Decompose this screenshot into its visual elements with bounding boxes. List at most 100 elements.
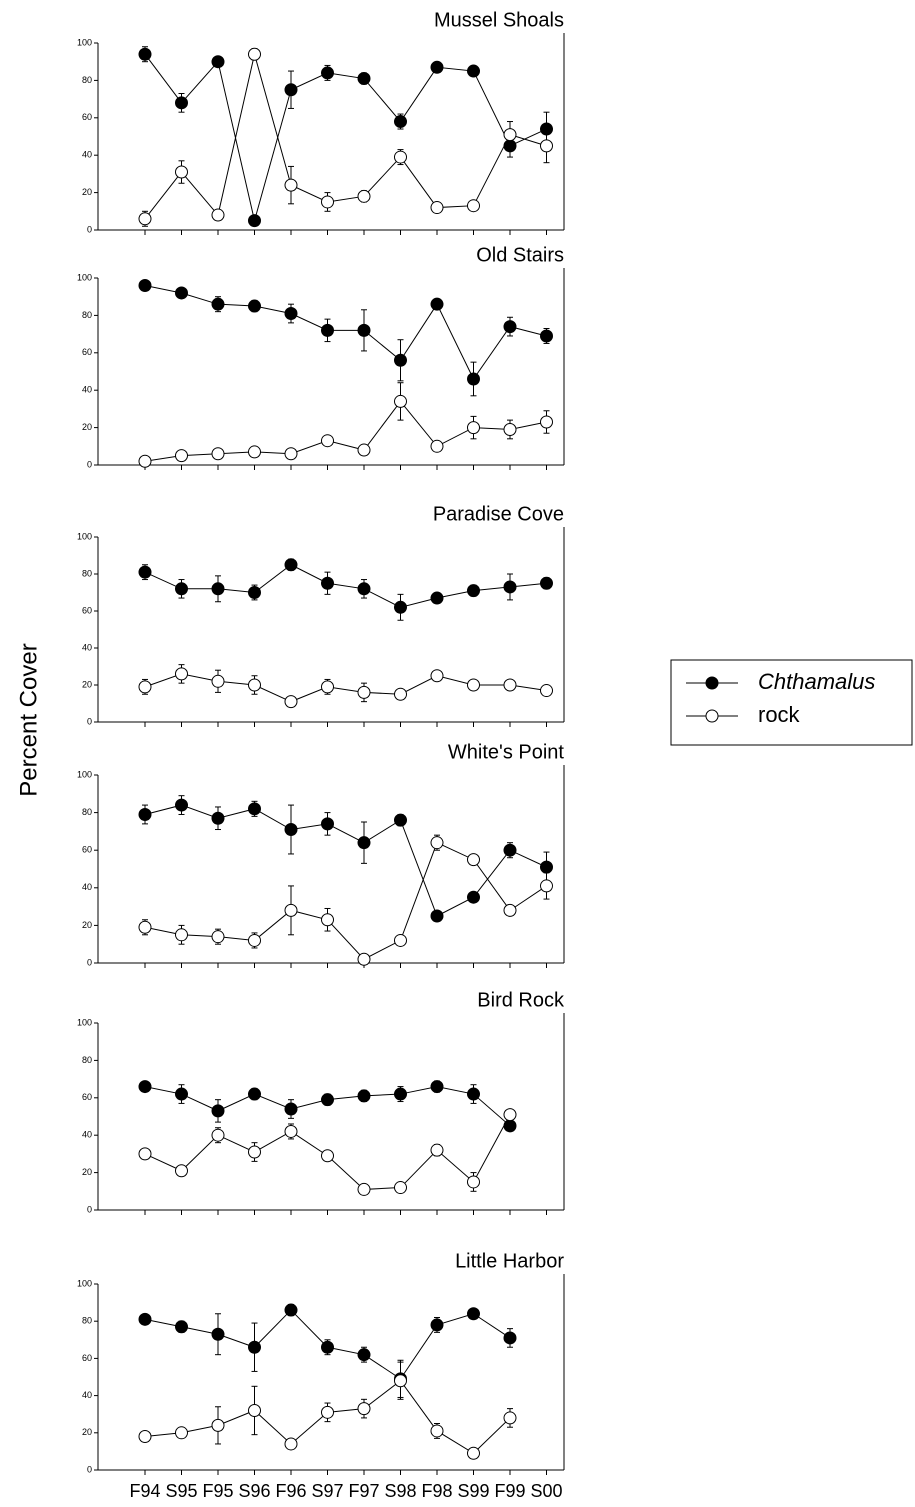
x-tick-label: S99 [457, 1481, 489, 1501]
marker [175, 582, 188, 596]
y-tick-label: 100 [77, 1017, 92, 1027]
marker [138, 1080, 152, 1094]
marker [211, 811, 225, 825]
marker [321, 1093, 334, 1107]
marker [357, 189, 371, 203]
marker [430, 439, 444, 453]
panel-title: Paradise Cove [433, 503, 564, 525]
y-tick-label: 0 [87, 1464, 92, 1474]
marker [394, 115, 407, 129]
marker [138, 1430, 152, 1444]
marker [211, 1104, 225, 1118]
marker [357, 582, 371, 596]
y-tick-label: 40 [82, 150, 92, 160]
panel-title: White's Point [448, 741, 565, 763]
marker [394, 600, 407, 614]
marker [138, 454, 152, 468]
marker [321, 1149, 334, 1163]
series-line [144, 841, 547, 960]
x-tick-label: F96 [275, 1481, 306, 1501]
marker [503, 1119, 517, 1133]
y-tick-label: 80 [82, 807, 92, 817]
marker [211, 930, 225, 944]
marker [138, 47, 152, 61]
marker [503, 422, 517, 436]
y-tick-label: 20 [82, 422, 92, 432]
legend-label: rock [758, 702, 801, 727]
x-tick-label: S97 [311, 1481, 343, 1501]
y-tick-label: 80 [82, 1055, 92, 1065]
marker [357, 1402, 371, 1416]
marker [321, 576, 334, 590]
marker [248, 933, 261, 947]
series-line [144, 564, 547, 608]
y-tick-label: 40 [82, 385, 92, 395]
marker [540, 139, 553, 153]
marker [467, 1307, 480, 1321]
marker [138, 807, 152, 821]
marker [138, 212, 152, 226]
y-tick-label: 100 [77, 1278, 92, 1288]
marker [467, 1087, 480, 1101]
marker [211, 208, 225, 222]
marker [211, 582, 225, 596]
y-tick-label: 60 [82, 845, 92, 855]
x-tick-label: S00 [530, 1481, 562, 1501]
y-tick-label: 60 [82, 347, 92, 357]
marker [503, 843, 517, 857]
marker [467, 853, 480, 867]
marker [357, 443, 371, 457]
marker [357, 1089, 371, 1103]
series-line [144, 673, 547, 703]
marker [357, 323, 371, 337]
y-tick-label: 40 [82, 642, 92, 652]
x-tick-label: F98 [421, 1481, 452, 1501]
marker [430, 1080, 444, 1094]
marker [394, 353, 407, 367]
marker [394, 687, 407, 701]
x-tick-label: F97 [348, 1481, 379, 1501]
y-tick-label: 80 [82, 568, 92, 578]
y-tick-label: 0 [87, 957, 92, 967]
marker [540, 879, 553, 893]
marker [394, 150, 407, 164]
marker [430, 1143, 444, 1157]
marker [357, 685, 371, 699]
y-tick-label: 20 [82, 1427, 92, 1437]
marker [284, 1102, 298, 1116]
marker [211, 1128, 225, 1142]
marker [503, 678, 517, 692]
marker [175, 1164, 188, 1178]
marker [248, 678, 261, 692]
marker [467, 64, 480, 78]
marker [394, 933, 407, 947]
marker [284, 83, 298, 97]
marker [248, 1340, 261, 1354]
marker [248, 1145, 261, 1159]
marker [175, 286, 188, 300]
marker [248, 1087, 261, 1101]
marker [248, 47, 261, 61]
marker [467, 678, 480, 692]
y-tick-label: 80 [82, 310, 92, 320]
y-tick-label: 20 [82, 679, 92, 689]
x-tick-label: S98 [384, 1481, 416, 1501]
panel-title: Bird Rock [477, 989, 565, 1011]
marker [321, 1405, 334, 1419]
y-axis-label: Percent Cover [15, 643, 42, 796]
marker [430, 591, 444, 605]
marker [321, 1340, 334, 1354]
marker [211, 55, 225, 69]
x-tick-label: S96 [238, 1481, 270, 1501]
marker [467, 584, 480, 598]
marker [394, 394, 407, 408]
y-tick-label: 40 [82, 1390, 92, 1400]
marker [540, 415, 553, 429]
marker [284, 558, 298, 572]
marker [430, 836, 444, 850]
marker [211, 674, 225, 688]
y-tick-label: 0 [87, 716, 92, 726]
marker [430, 669, 444, 683]
marker [540, 329, 553, 343]
marker [321, 817, 334, 831]
